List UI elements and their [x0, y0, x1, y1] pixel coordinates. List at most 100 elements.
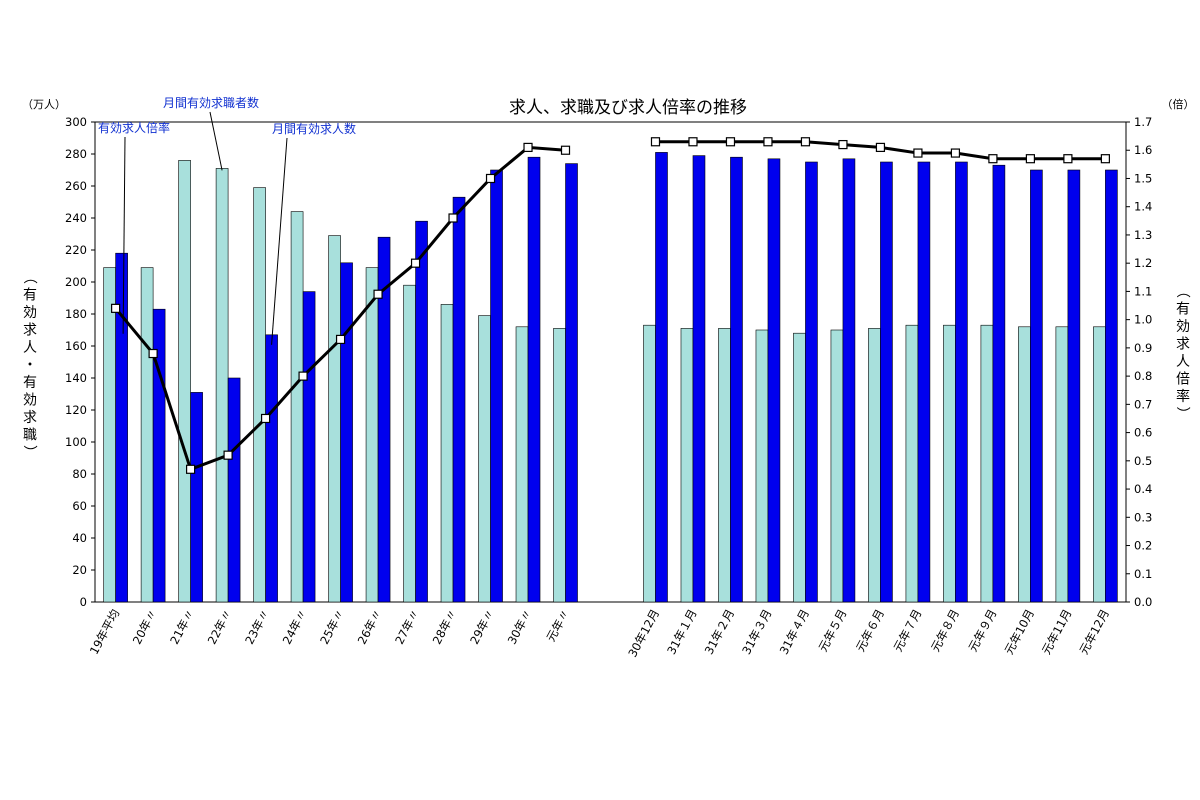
- ratio-point: [913, 148, 923, 158]
- right-tick-label: 1.2: [1134, 256, 1152, 270]
- left-axis-ticks: 0 20 40 60 80 100 120 140 160 180 200 220 240 260 280 3…: [65, 115, 95, 609]
- bar-seekers: [440, 304, 454, 603]
- bar-openings: [917, 161, 931, 603]
- bar-openings: [992, 164, 1006, 603]
- annotation-ratio-leader: [122, 136, 126, 334]
- axis-label-char: ）: [1174, 407, 1190, 421]
- category-label: 元年９月: [966, 607, 1000, 654]
- left-tick-label: 60: [72, 499, 87, 513]
- bar-openings: [730, 156, 743, 603]
- right-tick-label: 0.9: [1134, 341, 1152, 355]
- axis-label-char: 有: [1176, 302, 1190, 318]
- left-tick-label: 160: [65, 339, 87, 353]
- left-tick-label: 240: [65, 211, 87, 225]
- bar-openings: [805, 161, 818, 603]
- bar-seekers: [328, 235, 341, 603]
- right-tick-label: 1.0: [1134, 313, 1152, 327]
- category-label: 19年平均: [87, 607, 122, 657]
- ratio-point: [800, 137, 811, 147]
- bar-seekers: [515, 326, 529, 603]
- category-labels: 19年平均 20年〃 21年〃 22年〃 23年〃 24年〃 25年〃 26年〃 27年〃 28年…: [87, 607, 1112, 660]
- bar-seekers: [553, 328, 566, 603]
- ratio-point: [148, 348, 158, 359]
- bar-seekers: [718, 328, 731, 603]
- axis-label-char: 効: [1176, 319, 1190, 335]
- bar-seekers: [290, 211, 304, 603]
- right-tick-label: 1.1: [1134, 284, 1152, 298]
- left-tick-label: 80: [72, 467, 87, 481]
- category-label: 24年〃: [280, 607, 310, 647]
- axis-label-char: ・: [23, 358, 37, 374]
- category-label: 27年〃: [392, 607, 422, 647]
- right-tick-label: 0.7: [1134, 397, 1152, 411]
- right-tick-label: 0.4: [1134, 482, 1152, 496]
- ratio-point: [485, 173, 496, 184]
- left-tick-label: 300: [65, 115, 87, 129]
- right-tick-label: 0.6: [1134, 426, 1152, 440]
- bar-seekers: [103, 267, 116, 603]
- left-tick-label: 260: [65, 179, 87, 193]
- left-tick-label: 40: [72, 531, 87, 545]
- annotation-seekers: 月間有効求職者数: [163, 95, 259, 110]
- ratio-point: [260, 413, 271, 424]
- right-tick-label: 0.5: [1134, 454, 1152, 468]
- axis-label-char: （: [21, 270, 37, 284]
- bar-openings: [115, 252, 128, 603]
- bar-seekers: [403, 284, 416, 603]
- right-axis-unit: （倍）: [1162, 97, 1195, 111]
- annotation-ratio: 有効求人倍率: [98, 120, 170, 135]
- right-tick-label: 1.7: [1134, 115, 1152, 129]
- axis-label-char: 有: [23, 375, 37, 391]
- axis-label-char: 人: [23, 340, 37, 356]
- category-label: 31年３月: [739, 607, 774, 657]
- right-tick-label: 1.6: [1134, 143, 1152, 157]
- bar-seekers: [868, 328, 881, 603]
- bar-openings: [415, 220, 428, 603]
- bar-openings: [880, 161, 893, 603]
- bar-seekers: [215, 168, 229, 603]
- left-tick-label: 0: [80, 595, 87, 609]
- ratio-point: [1063, 154, 1073, 164]
- bar-openings: [692, 155, 706, 603]
- axis-label-char: 職: [23, 428, 37, 444]
- axis-label-char: 求: [23, 410, 37, 426]
- axis-label-char: （: [1174, 284, 1190, 298]
- category-label: 22年〃: [205, 607, 235, 647]
- bar-seekers: [253, 187, 266, 603]
- bar-openings: [340, 262, 353, 603]
- ratio-point: [950, 148, 961, 158]
- bar-openings: [452, 196, 466, 603]
- bar-seekers: [755, 329, 769, 603]
- bar-openings: [377, 236, 391, 603]
- bar-seekers: [140, 267, 154, 603]
- left-tick-label: 100: [65, 435, 87, 449]
- ratio-point: [448, 213, 458, 223]
- bar-openings: [655, 152, 668, 603]
- bar-openings: [1067, 169, 1081, 603]
- bar-seekers: [680, 328, 694, 603]
- category-label: 21年〃: [167, 607, 197, 647]
- annotation-openings-leader: [271, 137, 288, 345]
- category-label: 元年12月: [1077, 607, 1112, 657]
- ratio-point: [725, 137, 736, 147]
- bar-seekers: [830, 329, 844, 603]
- ratio-point: [523, 142, 533, 153]
- bar-openings: [842, 158, 856, 603]
- axis-label-char: 求: [1176, 337, 1190, 353]
- bar-seekers: [943, 324, 956, 603]
- left-axis-label: （有効求人・有効求職）: [21, 270, 37, 459]
- bar-openings: [1105, 169, 1118, 603]
- category-label: 元年〃: [544, 607, 573, 644]
- left-tick-label: 20: [72, 563, 87, 577]
- right-tick-label: 0.1: [1134, 567, 1152, 581]
- category-label: 元年５月: [816, 607, 850, 654]
- ratio-point: [688, 137, 698, 147]
- bar-openings: [565, 163, 578, 603]
- left-axis-unit: （万人）: [22, 98, 66, 111]
- category-label: 29年〃: [467, 607, 497, 647]
- bar-openings: [955, 161, 968, 603]
- axis-label-char: 倍: [1176, 372, 1190, 388]
- bar-openings: [265, 334, 278, 603]
- right-axis-ticks: 0.0 0.1 0.2 0.3 0.4 0.5 0.6 0.7 0.8 0.9 1.0 1.1 1.2 1…: [1126, 115, 1152, 609]
- ratio-point: [650, 137, 661, 147]
